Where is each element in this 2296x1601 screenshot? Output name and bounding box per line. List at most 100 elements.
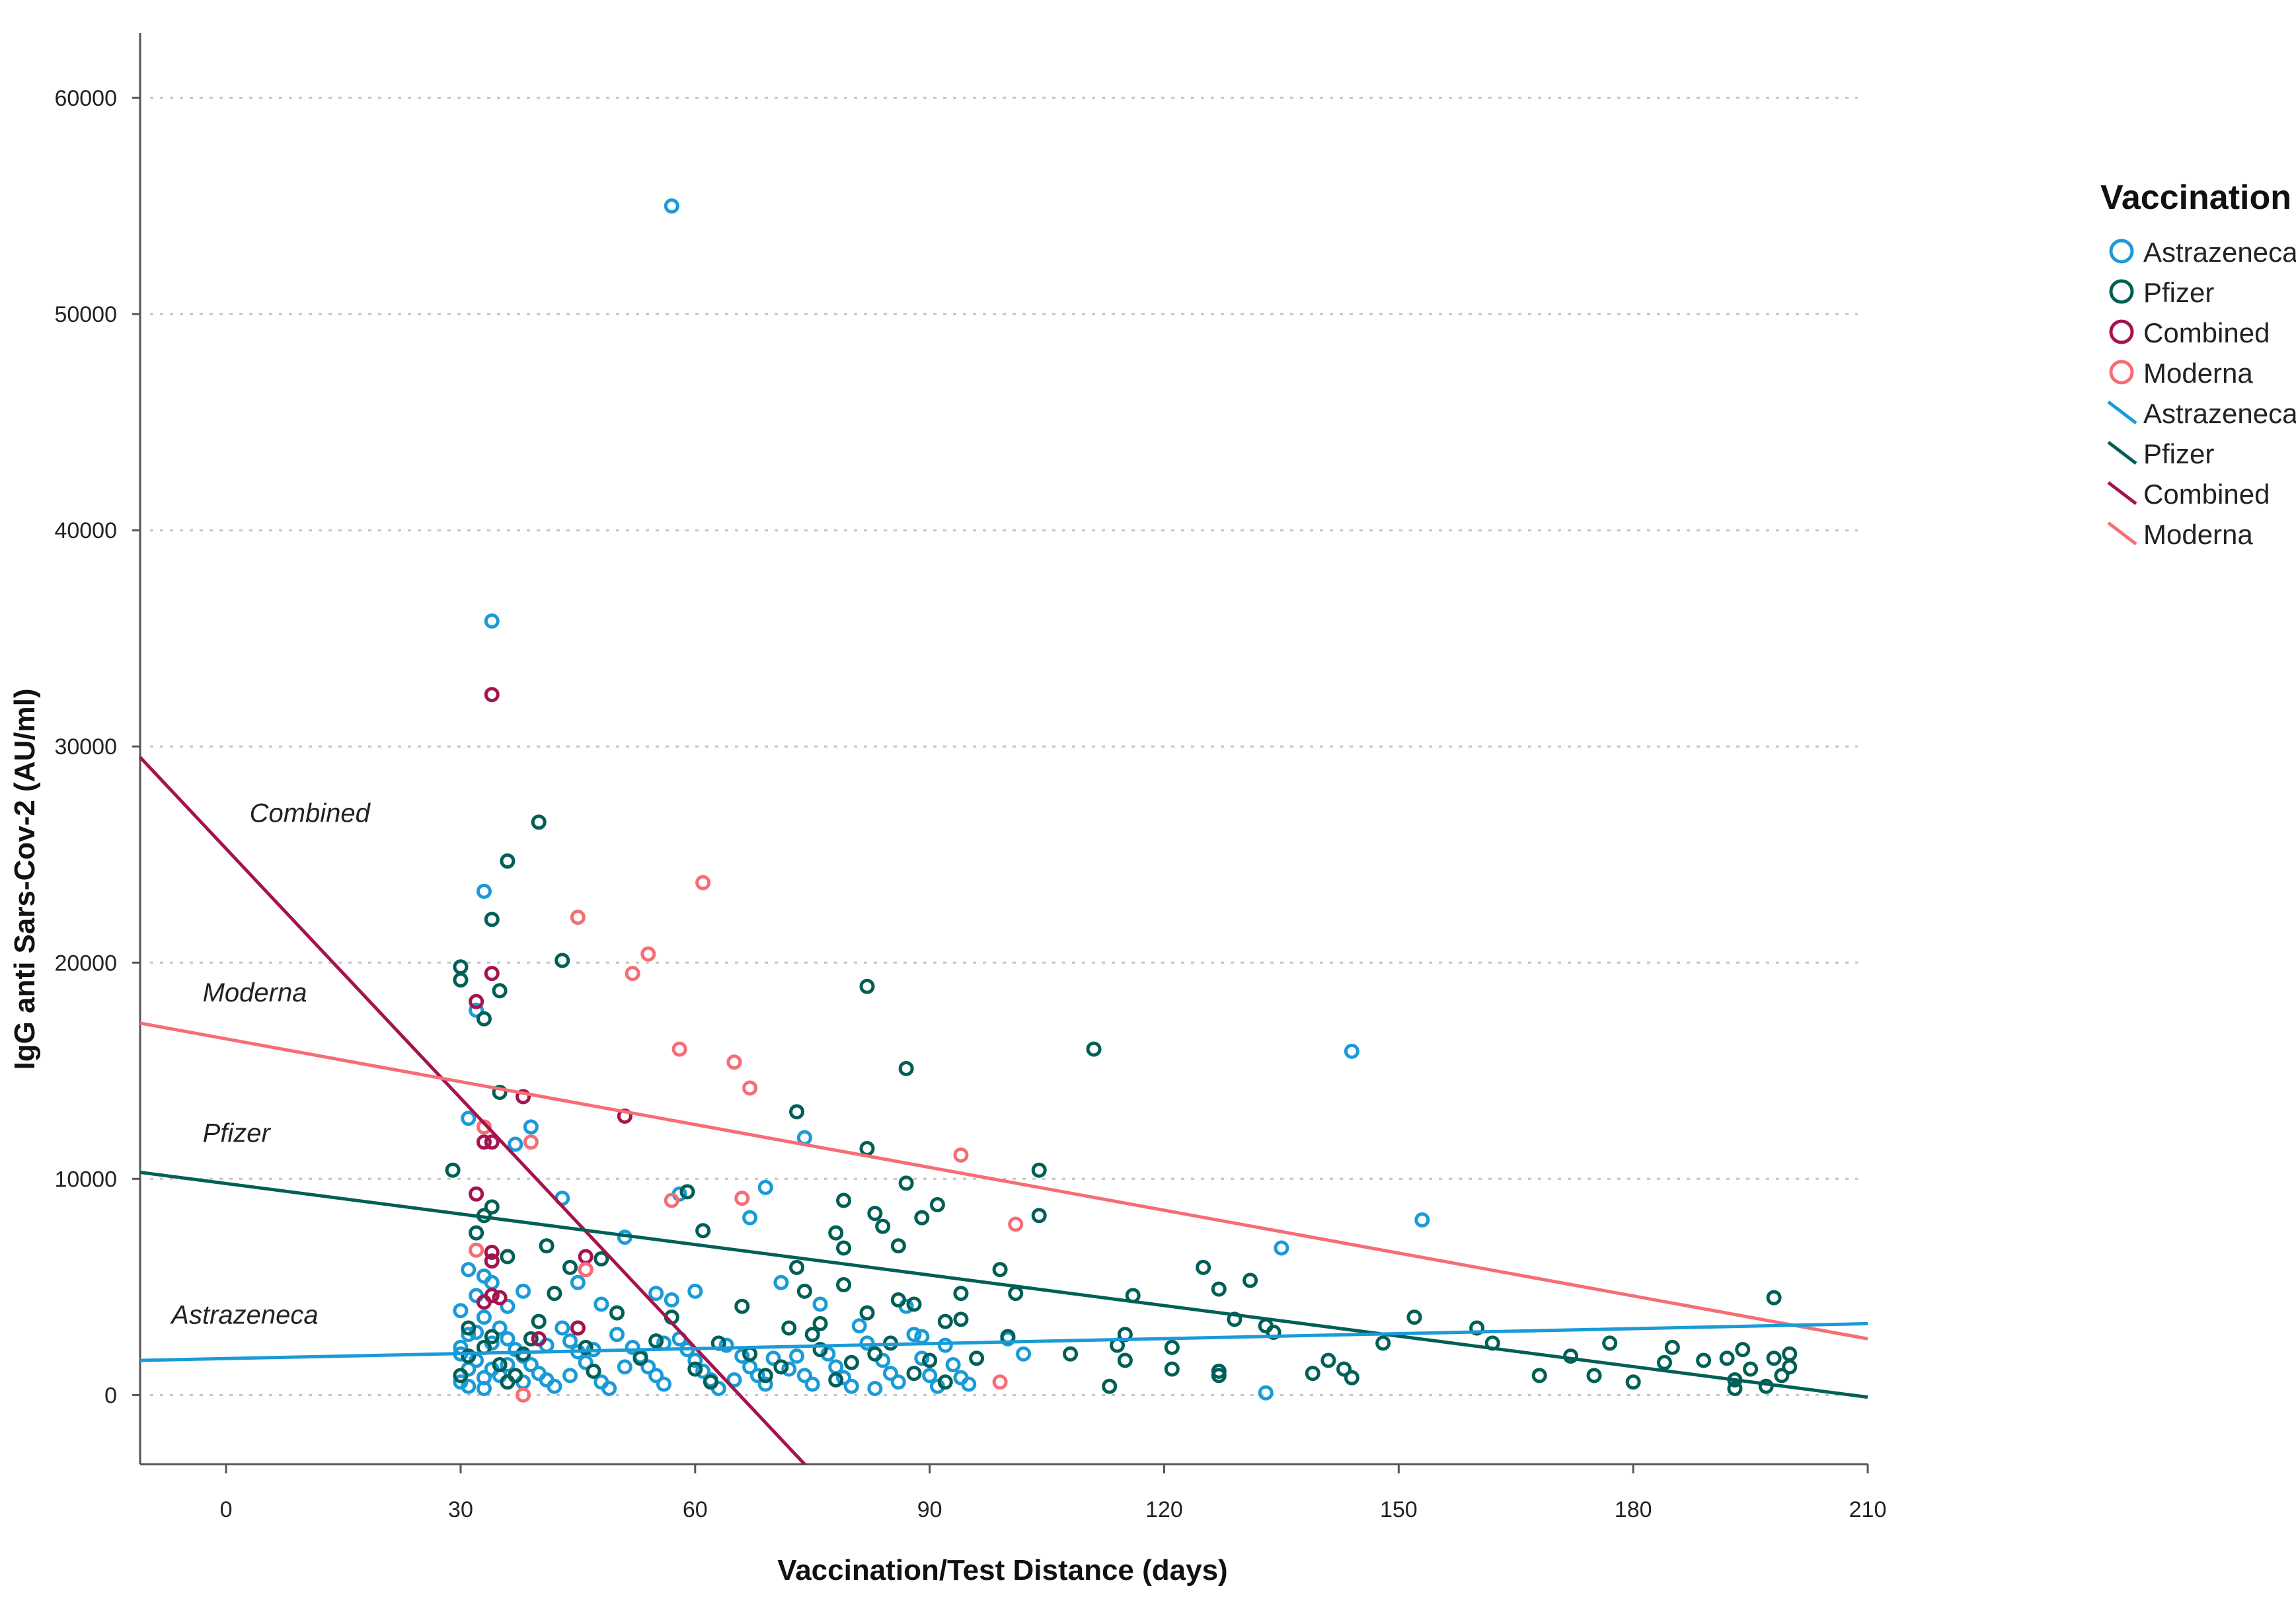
- legend-pfizer-label: Pfizer: [2143, 438, 2214, 469]
- moderna-point: [469, 1242, 484, 1258]
- astrazeneca-point: [796, 1368, 812, 1384]
- pfizer-point: [1531, 1368, 1547, 1384]
- pfizer-point: [812, 1315, 828, 1331]
- pfizer-point: [1305, 1366, 1320, 1382]
- legend-astrazeneca-label: Astrazeneca: [2143, 237, 2296, 268]
- legend-combined-label: Combined: [2143, 317, 2270, 348]
- astrazeneca-point: [945, 1357, 961, 1373]
- pfizer-point: [1164, 1339, 1180, 1355]
- astrazeneca-point: [765, 1350, 781, 1366]
- astrazeneca-point: [500, 1357, 516, 1373]
- moderna-point: [726, 1054, 742, 1070]
- pfizer-point: [547, 1286, 562, 1302]
- pfizer-point: [555, 953, 570, 968]
- pfizer-point: [781, 1320, 797, 1336]
- astrazeneca-point: [461, 1327, 477, 1343]
- pfizer-point: [953, 1286, 969, 1302]
- fit-lines: [139, 756, 1868, 1465]
- pfizer-point: [789, 1259, 805, 1275]
- astrazeneca-point: [937, 1337, 953, 1353]
- pfizer-point: [906, 1296, 922, 1312]
- astrazeneca-point: [1344, 1043, 1359, 1059]
- x-tick-label: 150: [1380, 1497, 1418, 1522]
- pfizer-point: [773, 1359, 789, 1375]
- y-axis-title: IgG anti Sars-Cov-2 (AU/ml): [9, 689, 41, 1070]
- pfizer-point: [929, 1197, 945, 1213]
- astrazeneca-point: [508, 1136, 523, 1152]
- moderna-point: [734, 1191, 750, 1206]
- pfizer-point: [500, 1374, 516, 1390]
- pfizer-point: [1602, 1335, 1618, 1351]
- pfizer-point: [531, 814, 547, 830]
- pfizer-point: [1336, 1361, 1352, 1377]
- pfizer-point: [484, 912, 500, 927]
- astrazeneca-point: [843, 1378, 859, 1394]
- x-tick-label: 30: [448, 1497, 473, 1522]
- astrazeneca-point: [469, 1002, 484, 1018]
- y-tick-label: 40000: [54, 518, 117, 543]
- pfizer-line-label: Pfizer: [203, 1119, 272, 1148]
- x-tick-label: 180: [1615, 1497, 1652, 1522]
- pfizer-point: [523, 1331, 539, 1347]
- astrazeneca-point: [453, 1303, 469, 1319]
- pfizer-point: [867, 1346, 883, 1362]
- astrazeneca-point: [476, 1370, 492, 1386]
- pfizer-point: [867, 1206, 883, 1222]
- pfizer-point: [937, 1374, 953, 1390]
- astrazeneca-point: [1274, 1240, 1289, 1256]
- pfizer-point: [789, 1104, 805, 1120]
- y-tick-label: 50000: [54, 302, 117, 327]
- astrazeneca-point: [961, 1376, 977, 1392]
- axes: [139, 33, 1868, 1465]
- moderna-point: [625, 966, 640, 982]
- combined-line-label: Combined: [250, 799, 371, 828]
- moderna-point: [523, 1134, 539, 1150]
- pfizer-point: [500, 1249, 516, 1265]
- pfizer-point: [632, 1350, 648, 1366]
- x-tick-label: 120: [1145, 1497, 1183, 1522]
- pfizer-point: [695, 1223, 711, 1239]
- pfizer-point: [1727, 1381, 1743, 1397]
- pfizer-point: [1625, 1374, 1641, 1390]
- moderna-point: [992, 1374, 1008, 1390]
- pfizer-point: [1086, 1041, 1102, 1057]
- moderna-line-label: Moderna: [203, 978, 307, 1007]
- astrazeneca-point: [656, 1376, 671, 1392]
- astrazeneca-line-label: Astrazeneca: [170, 1300, 318, 1329]
- pfizer-point: [1117, 1352, 1133, 1368]
- astrazeneca-point: [1414, 1212, 1430, 1228]
- astrazeneca-point: [461, 1378, 477, 1394]
- moderna-point: [664, 1192, 679, 1208]
- pfizer-point: [1735, 1342, 1751, 1358]
- pfizer-point: [703, 1374, 718, 1390]
- astrazeneca-point: [882, 1366, 898, 1382]
- pfizer-point: [859, 1305, 875, 1321]
- pfizer-point: [812, 1342, 828, 1358]
- x-tick-label: 60: [683, 1497, 708, 1522]
- astrazeneca-point: [555, 1320, 570, 1336]
- legend-moderna-label: Moderna: [2143, 358, 2253, 389]
- combined-point: [469, 994, 484, 1009]
- pfizer-point: [531, 1313, 547, 1329]
- astrazeneca-point: [601, 1381, 617, 1397]
- legend-combined-line: [2107, 481, 2137, 505]
- pfizer-point: [648, 1333, 664, 1349]
- astrazeneca-point: [734, 1348, 750, 1364]
- pfizer-point: [898, 1061, 914, 1077]
- astrazeneca-point: [625, 1339, 640, 1355]
- moderna-point: [695, 875, 711, 890]
- pfizer-point: [969, 1350, 985, 1366]
- astrazeneca-point: [484, 613, 500, 629]
- scatter-points: [445, 198, 1798, 1403]
- moderna-point: [671, 1041, 687, 1057]
- y-tick-label: 0: [104, 1383, 117, 1408]
- combined-point: [484, 1245, 500, 1261]
- astrazeneca-point: [836, 1370, 852, 1386]
- pfizer-point: [1196, 1259, 1211, 1275]
- combined-point: [484, 687, 500, 703]
- pfizer-point: [1766, 1350, 1782, 1366]
- pfizer-point: [593, 1251, 609, 1267]
- y-tick-label: 30000: [54, 734, 117, 760]
- astrazeneca-point: [648, 1286, 664, 1302]
